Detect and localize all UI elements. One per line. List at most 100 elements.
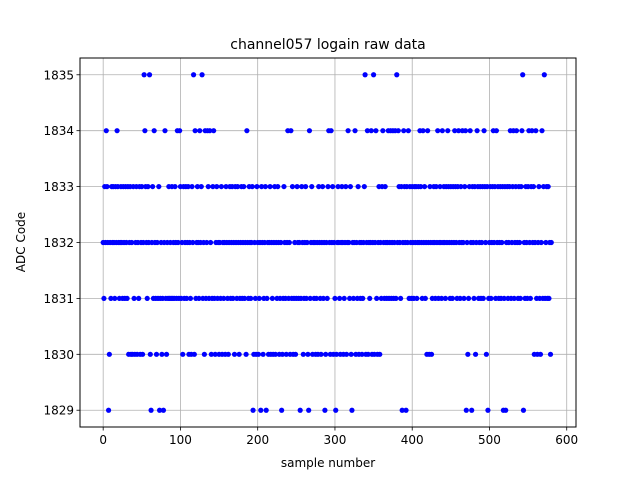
data-point: [187, 295, 194, 302]
x-axis-ticks: 0 100 200 300 400 500 600: [99, 427, 578, 447]
y-tick-label: 1832: [43, 236, 74, 250]
data-point: [153, 351, 160, 357]
data-point: [469, 407, 475, 413]
data-point: [192, 128, 198, 134]
data-point: [511, 295, 517, 302]
data-point: [258, 407, 264, 413]
data-point: [520, 72, 526, 78]
data-point: [438, 295, 445, 302]
data-point: [250, 407, 256, 413]
data-point: [319, 183, 326, 190]
data-point: [241, 295, 248, 302]
data-point: [483, 239, 489, 246]
data-point: [264, 295, 270, 302]
data-point: [281, 183, 287, 190]
data-point: [210, 183, 216, 190]
data-point: [225, 351, 231, 357]
data-point: [452, 128, 458, 134]
data-point: [398, 295, 404, 302]
data-point: [211, 128, 217, 134]
data-point: [139, 351, 146, 357]
data-point: [131, 295, 137, 302]
data-point: [223, 183, 229, 190]
data-point: [199, 72, 205, 78]
data-point: [333, 407, 339, 413]
data-point: [420, 128, 426, 134]
data-point: [212, 351, 218, 357]
data-point: [485, 407, 491, 413]
data-point: [464, 239, 470, 246]
data-point: [421, 183, 428, 190]
data-point: [341, 295, 347, 302]
data-point: [156, 183, 162, 190]
data-point: [422, 295, 428, 302]
data-point: [546, 295, 552, 302]
data-point: [425, 128, 431, 134]
data-point: [533, 128, 539, 134]
data-point: [146, 72, 153, 78]
data-point: [401, 128, 407, 134]
y-tick-label: 1835: [43, 68, 74, 82]
data-point: [455, 128, 462, 134]
data-point: [184, 295, 190, 302]
data-point: [335, 183, 341, 190]
data-point: [427, 183, 433, 190]
data-point: [177, 128, 183, 134]
data-point: [244, 128, 250, 134]
data-point: [380, 128, 386, 134]
data-point: [488, 295, 494, 302]
data-point: [445, 128, 451, 134]
data-point: [269, 295, 275, 302]
data-point: [129, 239, 135, 246]
data-point: [289, 183, 296, 190]
data-point: [349, 407, 355, 413]
data-point: [519, 128, 525, 134]
data-point: [103, 128, 109, 134]
data-point: [472, 351, 479, 357]
data-point: [190, 72, 197, 78]
data-point: [458, 183, 464, 190]
data-point: [393, 295, 399, 302]
data-point: [499, 239, 505, 246]
data-point: [104, 183, 110, 190]
data-point: [399, 407, 405, 413]
data-point: [403, 407, 409, 413]
data-point: [249, 183, 255, 190]
data-point: [318, 351, 324, 357]
data-point: [278, 239, 284, 246]
data-point: [325, 183, 331, 190]
data-point: [196, 295, 202, 302]
data-point: [462, 128, 469, 134]
data-point: [189, 183, 195, 190]
x-tick-label: 300: [324, 433, 347, 447]
x-tick-label: 500: [478, 433, 501, 447]
data-point: [513, 128, 520, 134]
data-point: [324, 295, 330, 302]
data-point: [180, 351, 186, 357]
data-point: [241, 183, 247, 190]
data-point: [248, 295, 254, 302]
data-point: [405, 128, 411, 134]
data-point: [442, 295, 449, 302]
data-point: [141, 72, 147, 78]
data-point: [172, 183, 178, 190]
y-tick-label: 1833: [43, 180, 74, 194]
data-point: [286, 239, 292, 246]
data-point: [428, 351, 435, 357]
data-point: [154, 239, 160, 246]
data-point: [541, 72, 547, 78]
data-point: [355, 183, 361, 190]
data-point: [139, 183, 145, 190]
data-point: [364, 128, 371, 134]
data-point: [418, 183, 424, 190]
y-tick-label: 1829: [43, 404, 74, 418]
data-point: [191, 351, 197, 357]
data-point: [336, 295, 343, 302]
data-point: [538, 239, 544, 246]
data-point: [260, 351, 266, 357]
data-point: [105, 407, 112, 413]
data-point: [230, 295, 236, 302]
data-point: [267, 183, 273, 190]
data-point: [151, 128, 157, 134]
data-point: [299, 183, 305, 190]
